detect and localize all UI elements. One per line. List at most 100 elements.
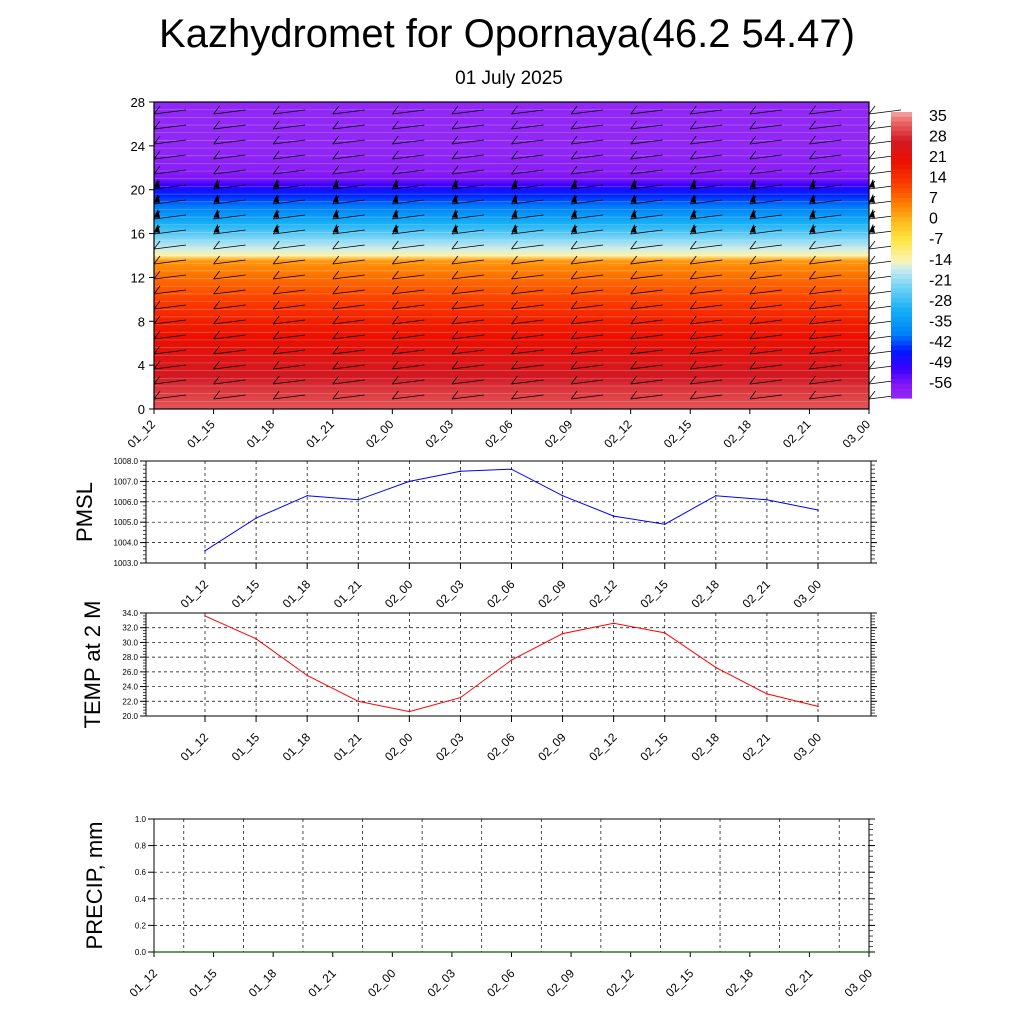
wind-barb-flag — [392, 345, 399, 355]
wind-barb-flag — [868, 345, 876, 355]
wind-barb — [451, 364, 484, 370]
wind-barb-flag — [630, 105, 637, 115]
colorbar-swatch — [891, 150, 912, 156]
y-tick-label: 24.0 — [122, 683, 138, 692]
wind-barb-flag — [749, 345, 757, 355]
colorbar-swatch — [891, 226, 912, 232]
wind-barb — [273, 349, 306, 355]
x-tick-label: 01_21 — [303, 417, 337, 451]
data-point — [408, 480, 411, 483]
wind-barb — [332, 184, 365, 190]
wind-barb — [332, 229, 365, 235]
wind-barb — [392, 169, 425, 175]
wind-barb-flag — [689, 270, 697, 280]
colorbar-swatch — [891, 297, 912, 304]
colorbar-swatch — [891, 307, 912, 313]
wind-barb — [809, 184, 842, 190]
wind-barb-flag — [272, 360, 280, 370]
y-tick-label: 34.0 — [122, 609, 138, 618]
wind-barb — [451, 199, 484, 205]
wind-barb — [153, 214, 187, 220]
y-axis-label: PMSL — [72, 482, 97, 542]
colorbar-swatch — [891, 140, 912, 146]
wind-barb — [749, 109, 782, 115]
wind-barb — [809, 169, 842, 175]
wind-barb-flag — [332, 330, 340, 340]
wind-barb — [690, 379, 723, 385]
colorbar-swatch — [891, 121, 912, 127]
wind-barb — [273, 379, 306, 385]
wind-barb-flag — [272, 135, 280, 145]
wind-barb — [690, 304, 723, 310]
wind-barb — [153, 229, 187, 235]
wind-barb-flag — [153, 375, 161, 385]
wind-barb — [571, 169, 604, 175]
wind-barb-pennant — [273, 224, 280, 233]
wind-barb-flag — [809, 240, 816, 250]
wind-barb-pennant — [273, 194, 280, 203]
wind-barb — [511, 184, 544, 190]
wind-barb — [392, 319, 425, 325]
wind-barb — [511, 259, 544, 265]
wind-barb-flag — [272, 240, 280, 250]
colorbar-swatch — [891, 197, 912, 204]
wind-barb-flag — [213, 345, 220, 355]
wind-barb-flag — [868, 165, 876, 175]
x-tick-label: 01_12 — [127, 966, 161, 1000]
wind-barb-flag — [749, 285, 757, 295]
wind-barb — [153, 364, 187, 370]
wind-barb — [809, 124, 842, 130]
wind-barb — [690, 289, 723, 295]
x-tick-label: 02_18 — [688, 577, 722, 611]
wind-barb — [213, 124, 246, 130]
y-tick-label: 8 — [138, 314, 145, 329]
wind-barb-flag — [749, 315, 757, 325]
wind-barb — [392, 334, 425, 340]
wind-barb-flag — [153, 360, 161, 370]
wind-barb-flag — [392, 240, 399, 250]
wind-barb — [213, 154, 246, 160]
y-tick-label: 1008.0 — [114, 457, 139, 466]
wind-barb-flag — [868, 120, 876, 130]
colorbar-swatch — [891, 340, 912, 347]
wind-barb-flag — [392, 390, 399, 400]
wind-barb — [273, 169, 306, 175]
x-tick-label: 02_09 — [544, 966, 578, 1000]
wind-barb — [749, 229, 782, 235]
wind-barb-flag — [868, 270, 876, 280]
wind-barb — [630, 154, 663, 160]
wind-barb — [749, 124, 782, 130]
wind-barb — [392, 259, 425, 265]
data-point — [510, 659, 513, 661]
wind-barb-flag — [749, 360, 757, 370]
wind-barb — [749, 379, 782, 385]
x-tick-label: 02_21 — [780, 417, 814, 451]
wind-barb-flag — [332, 120, 340, 130]
wind-barb-flag — [868, 285, 876, 295]
wind-barb-pennant — [392, 224, 399, 233]
wind-barb — [153, 169, 187, 175]
wind-barb-flag — [749, 105, 757, 115]
x-tick-label: 02_00 — [382, 577, 416, 611]
wind-barb-flag — [213, 390, 220, 400]
data-point — [766, 693, 768, 695]
wind-barb — [690, 199, 723, 205]
wind-barb — [153, 124, 187, 130]
wind-barb — [511, 289, 544, 295]
wind-barb — [630, 169, 663, 175]
wind-barb-flag — [153, 240, 161, 250]
x-tick-label: 03_00 — [842, 966, 876, 1000]
wind-barb — [809, 214, 842, 220]
wind-barb-pennant — [273, 209, 280, 218]
data-point — [561, 494, 564, 497]
data-point — [561, 632, 564, 635]
x-tick-label: 02_12 — [601, 417, 635, 451]
data-point — [612, 515, 615, 517]
wind-barb — [511, 154, 544, 160]
wind-barb — [809, 319, 842, 325]
wind-barb-flag — [749, 165, 757, 175]
wind-barb-pennant — [392, 194, 399, 203]
wind-barb — [511, 244, 544, 250]
wind-barb-pennant — [451, 209, 458, 218]
x-tick-label: 01_15 — [184, 417, 218, 451]
